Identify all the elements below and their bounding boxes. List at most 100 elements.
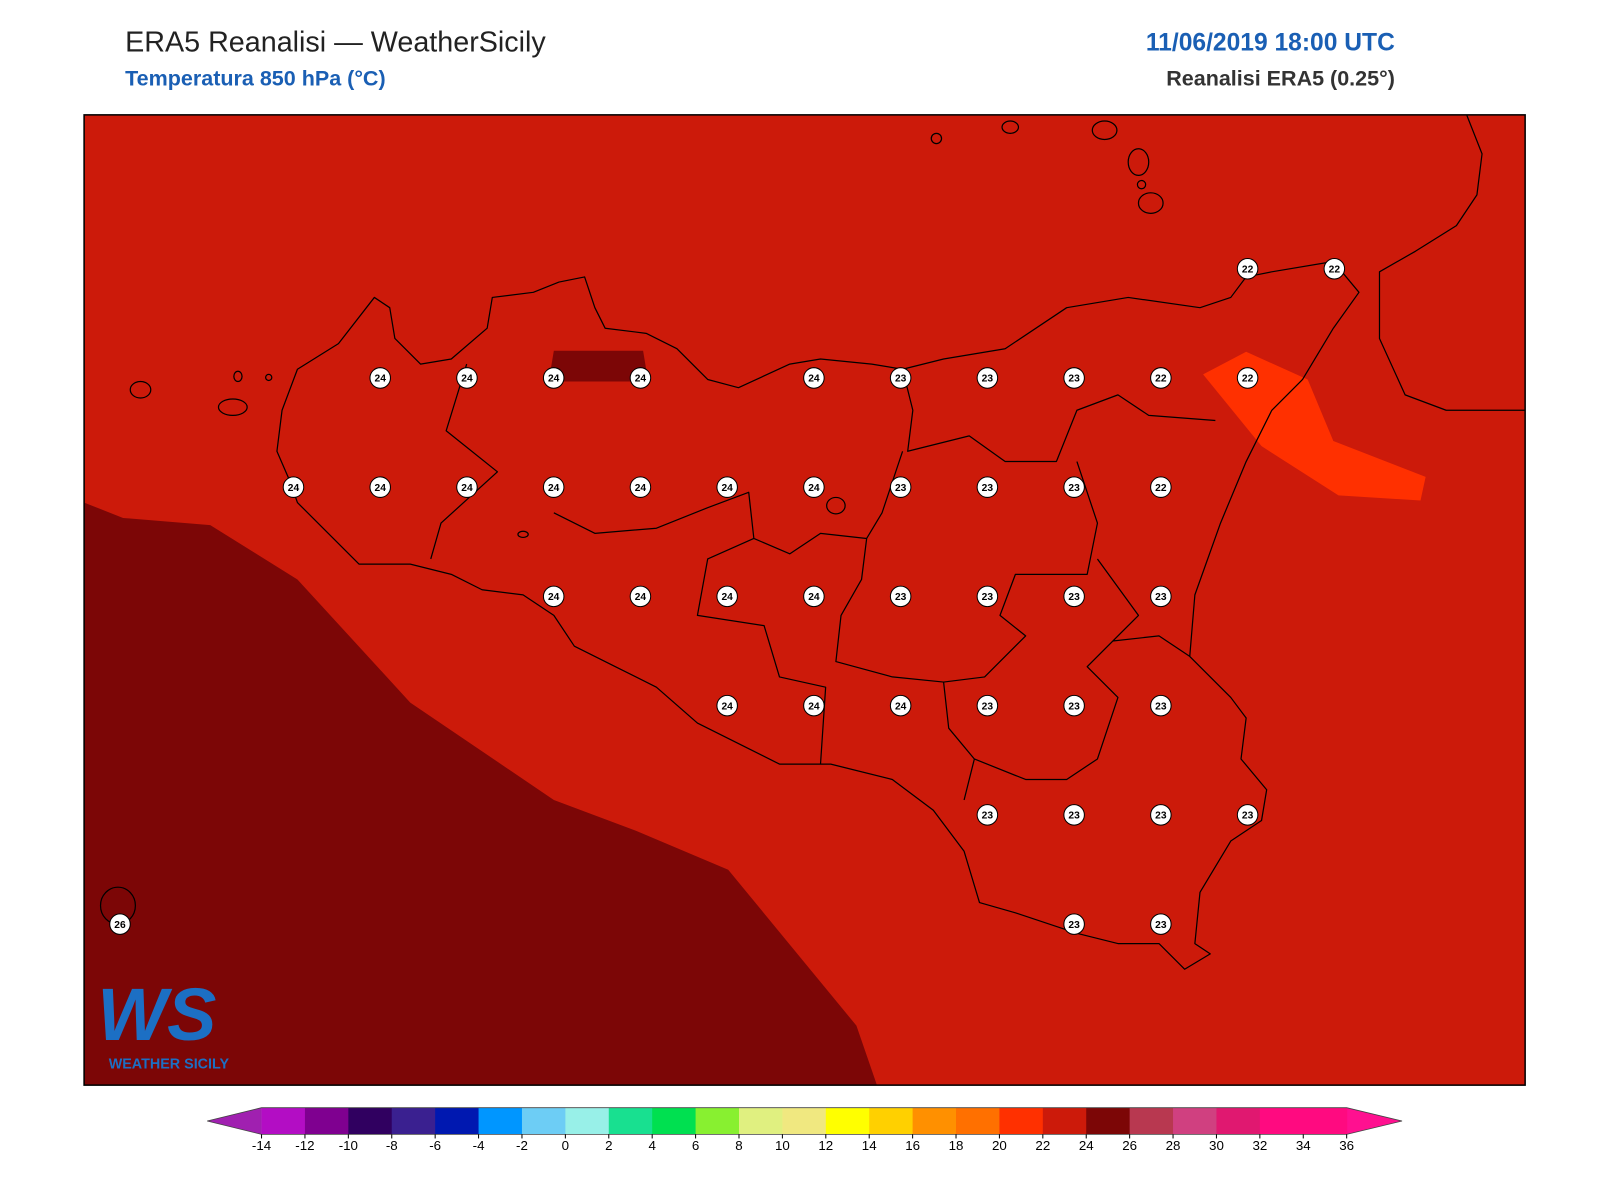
colorbar-bin [825, 1107, 870, 1135]
point-value: 24 [808, 701, 820, 712]
colorbar-tick-label: 4 [648, 1138, 656, 1153]
point-marker [803, 367, 825, 389]
field-warm-area [84, 502, 877, 1086]
point-value: 24 [635, 374, 647, 385]
colorbar-bin [1129, 1107, 1174, 1135]
coastline-sicily [276, 260, 1360, 970]
point-marker [542, 476, 565, 498]
colorbar-bin [999, 1107, 1044, 1135]
point-marker [803, 476, 825, 498]
point-value: 22 [1155, 483, 1167, 494]
point-marker [1150, 804, 1172, 826]
datetime: 11/06/2019 18:00 UTC [1146, 30, 1395, 57]
point-marker [976, 367, 999, 389]
point-value: 23 [982, 374, 994, 385]
logo-text: WEATHER SICILY [109, 1056, 230, 1072]
point-marker [369, 367, 391, 389]
point-marker [456, 476, 478, 498]
logo-mark: WS [97, 973, 216, 1056]
colorbar-bin [565, 1107, 610, 1135]
point-value: 24 [461, 374, 473, 385]
point-marker [1063, 694, 1085, 717]
point-marker [716, 694, 738, 717]
point-value: 23 [1155, 811, 1167, 822]
point-value: 23 [1068, 701, 1080, 712]
point-value: 24 [288, 483, 300, 494]
point-marker [1063, 585, 1085, 608]
point-value: 24 [461, 483, 473, 494]
point-marker [629, 367, 652, 389]
colorbar-tick-label: 26 [1122, 1138, 1137, 1153]
point-value: 23 [1068, 920, 1080, 931]
colorbar-bin [608, 1107, 653, 1135]
colorbar: -14 -12 -10 -8 -6 -4 -2 0 2 4 6 8 10 12 14 16 18 20 22 24 26… [207, 1107, 1403, 1153]
colorbar-tick-label: 12 [818, 1138, 833, 1153]
point-value: 23 [982, 592, 994, 603]
point-marker [889, 585, 912, 608]
colorbar-bin [348, 1107, 393, 1135]
colorbar-tick-label: -6 [429, 1138, 441, 1153]
point-marker [109, 913, 131, 935]
point-value: 24 [548, 592, 560, 603]
point-value: 23 [1155, 592, 1167, 603]
colorbar-tick-label: 16 [905, 1138, 920, 1153]
colorbar-tick-label: 18 [949, 1138, 964, 1153]
colorbar-bin [435, 1107, 480, 1135]
point-value: 23 [895, 483, 907, 494]
point-value: 23 [982, 483, 994, 494]
point-marker [1150, 585, 1172, 608]
coastline-calabria [1378, 114, 1526, 411]
colorbar-tick-label: 14 [862, 1138, 877, 1153]
colorbar-tick-label: 10 [775, 1138, 790, 1153]
colorbar-bin [521, 1107, 566, 1135]
point-value: 23 [1068, 374, 1080, 385]
point-marker [1236, 804, 1259, 826]
point-value: 23 [1068, 811, 1080, 822]
point-marker [369, 476, 391, 498]
colorbar-tick-label: 28 [1166, 1138, 1181, 1153]
map-frame [83, 114, 1526, 1086]
point-value: 24 [635, 592, 647, 603]
point-value: 24 [808, 374, 820, 385]
field-warm-patch [548, 350, 649, 382]
point-labels: 22 22 24 24 24 24 24 23 23 23 22 22 24 24 24 24 24 24 24 23… [109, 257, 1346, 935]
point-marker [542, 367, 565, 389]
colorbar-bin [478, 1107, 523, 1135]
colorbar-tick-label: 0 [562, 1138, 569, 1153]
point-value: 24 [808, 592, 820, 603]
point-marker [456, 367, 478, 389]
point-value: 24 [635, 483, 647, 494]
point-value: 23 [1155, 920, 1167, 931]
point-marker [542, 585, 565, 608]
point-marker [716, 476, 738, 498]
point-value: 23 [1242, 811, 1254, 822]
point-value: 26 [114, 920, 126, 931]
colorbar-bin [1259, 1107, 1304, 1135]
point-marker [803, 694, 825, 717]
point-marker [1063, 476, 1085, 498]
point-marker [1150, 913, 1172, 935]
point-marker [976, 804, 999, 826]
colorbar-tick-label: 30 [1209, 1138, 1224, 1153]
point-value: 24 [808, 483, 820, 494]
colorbar-bin [956, 1107, 1000, 1135]
colorbar-bin [1303, 1107, 1348, 1135]
point-value: 23 [1068, 592, 1080, 603]
point-marker [803, 585, 825, 608]
point-value: 24 [375, 374, 387, 385]
point-value: 24 [721, 592, 733, 603]
colorbar-bin [1173, 1107, 1217, 1135]
colorbar-bin [695, 1107, 740, 1135]
colorbar-bin [869, 1107, 914, 1135]
point-marker [1063, 804, 1085, 826]
point-value: 24 [721, 701, 733, 712]
point-value: 22 [1242, 264, 1254, 275]
colorbar-tick-label: 34 [1296, 1138, 1311, 1153]
point-value: 22 [1329, 264, 1341, 275]
colorbar-tick-label: -12 [295, 1138, 314, 1153]
point-marker [282, 476, 305, 498]
colorbar-tick-label: 32 [1252, 1138, 1267, 1153]
point-value: 23 [982, 701, 994, 712]
